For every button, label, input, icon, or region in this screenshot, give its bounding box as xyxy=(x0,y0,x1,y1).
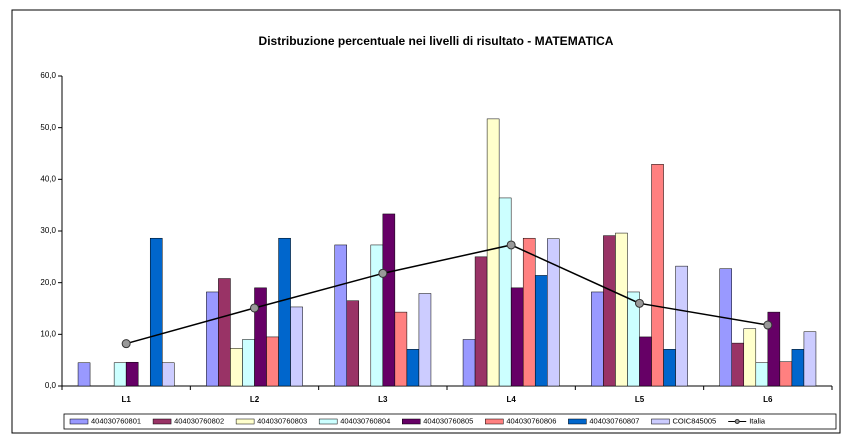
bar xyxy=(675,265,688,387)
x-tick-label: L1 xyxy=(121,395,131,404)
legend-swatch xyxy=(402,418,421,425)
y-tick-label: 40,0 xyxy=(40,174,56,183)
bar xyxy=(370,244,384,387)
bar xyxy=(603,235,616,387)
legend-label: 404030760801 xyxy=(91,416,141,425)
legend-label: COIC845005 xyxy=(672,416,716,425)
legend-swatch xyxy=(568,418,587,425)
bar xyxy=(406,349,420,387)
bar xyxy=(510,287,524,387)
bar xyxy=(230,348,243,387)
bar xyxy=(779,361,793,387)
bar xyxy=(418,293,432,387)
bar xyxy=(149,237,163,387)
legend-swatch xyxy=(152,418,172,425)
legend-swatch xyxy=(318,418,338,425)
bar xyxy=(755,362,769,387)
bar xyxy=(486,118,500,387)
bar xyxy=(663,349,676,387)
bar xyxy=(394,311,408,387)
y-tick-label: 60,0 xyxy=(40,71,56,80)
x-tick-label: L3 xyxy=(378,395,388,404)
bar xyxy=(278,237,291,387)
bar xyxy=(767,311,781,387)
bar xyxy=(547,238,560,387)
bar xyxy=(218,278,231,387)
line-marker xyxy=(121,339,131,349)
legend-swatch xyxy=(485,418,504,425)
bar xyxy=(346,300,360,387)
bar xyxy=(791,349,805,387)
legend-label: 404030760806 xyxy=(506,416,556,425)
bar xyxy=(334,244,347,387)
y-tick-label: 10,0 xyxy=(40,329,56,338)
bar xyxy=(242,339,255,387)
legend-label: 404030760805 xyxy=(423,416,473,425)
bar xyxy=(743,328,757,387)
bar xyxy=(125,361,139,387)
bar xyxy=(254,287,267,387)
bar xyxy=(615,232,628,387)
legend-label: 404030760804 xyxy=(340,416,390,425)
bar xyxy=(534,275,548,387)
bar xyxy=(162,362,175,387)
x-tick-label: L2 xyxy=(250,395,260,404)
legend-label: 404030760807 xyxy=(589,416,639,425)
chart-title: Distribuzione percentuale nei livelli di… xyxy=(259,34,614,48)
y-tick-label: 0,0 xyxy=(45,381,57,390)
line-marker xyxy=(250,303,259,313)
bar xyxy=(498,197,512,387)
bar xyxy=(731,342,745,387)
bar xyxy=(113,362,127,387)
legend-swatch xyxy=(651,418,670,425)
x-tick-label: L4 xyxy=(506,395,516,404)
y-tick-label: 50,0 xyxy=(40,123,56,132)
bar xyxy=(462,339,476,387)
bar xyxy=(639,336,652,387)
bar xyxy=(803,331,817,387)
line-marker xyxy=(635,298,644,308)
line-marker xyxy=(506,240,516,250)
x-tick-label: L6 xyxy=(763,395,773,404)
bar xyxy=(77,362,91,387)
legend-label: 404030760802 xyxy=(174,416,224,425)
line-series xyxy=(125,244,768,345)
bar xyxy=(266,336,279,387)
legend-swatch xyxy=(235,418,255,425)
bar xyxy=(290,306,303,387)
bar xyxy=(474,256,488,387)
bar xyxy=(719,268,732,387)
bar xyxy=(382,213,396,387)
bar xyxy=(651,164,664,387)
legend-swatch-marker xyxy=(734,419,740,424)
legend-label: 404030760803 xyxy=(257,416,307,425)
bar xyxy=(522,237,536,387)
x-tick-label: L5 xyxy=(635,395,645,404)
legend-swatch xyxy=(69,418,89,425)
y-tick-label: 20,0 xyxy=(40,278,56,287)
bar xyxy=(206,291,219,387)
y-tick-label: 30,0 xyxy=(40,226,56,235)
legend-box xyxy=(63,413,837,430)
legend-label: Italia xyxy=(749,416,766,425)
bar xyxy=(591,291,604,387)
line-marker xyxy=(378,268,388,278)
line-marker xyxy=(763,320,773,330)
